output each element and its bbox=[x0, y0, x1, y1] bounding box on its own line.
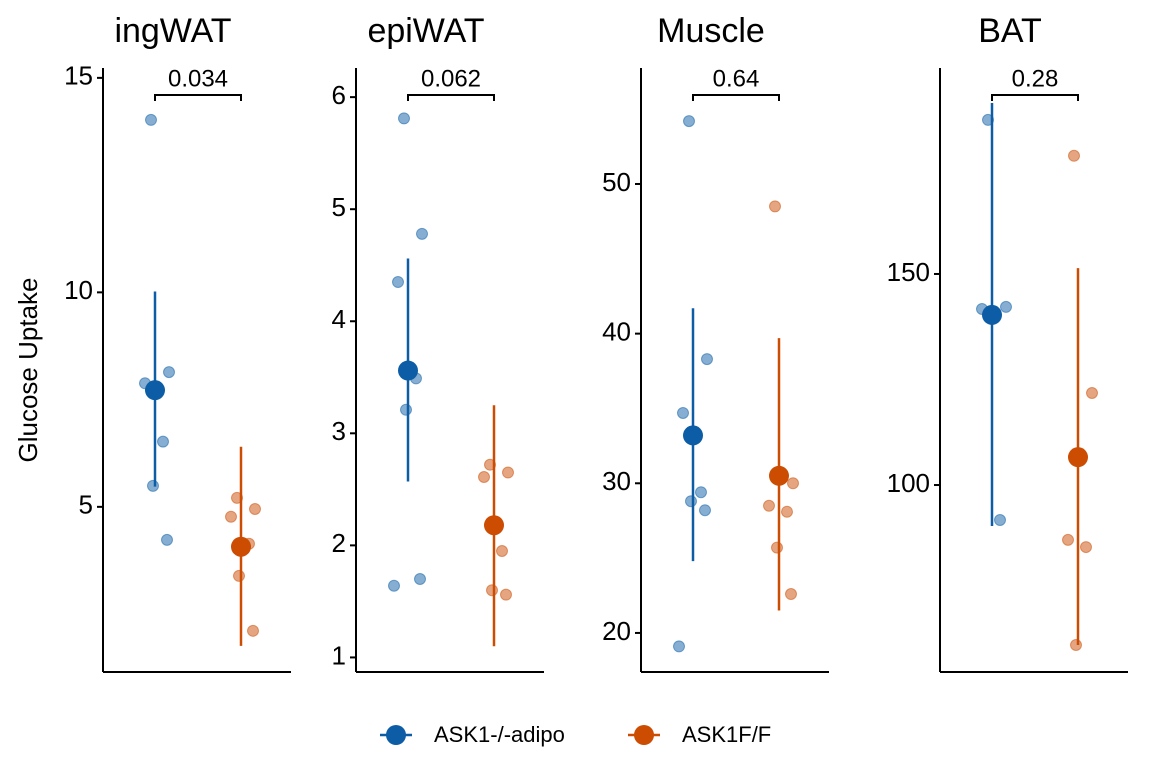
y-tick-label: 100 bbox=[887, 468, 930, 498]
data-point bbox=[247, 624, 259, 637]
data-point bbox=[147, 479, 159, 492]
data-point bbox=[685, 495, 697, 508]
y-tick-label: 150 bbox=[887, 257, 930, 287]
mean-point bbox=[1068, 447, 1088, 468]
data-point bbox=[683, 115, 695, 128]
data-point bbox=[1062, 533, 1074, 546]
data-point bbox=[1080, 541, 1092, 554]
legend-label: ASK1F/F bbox=[682, 722, 771, 747]
data-point bbox=[763, 499, 775, 512]
data-point bbox=[699, 504, 711, 517]
y-tick-label: 10 bbox=[64, 275, 93, 305]
data-point bbox=[695, 486, 707, 499]
data-point bbox=[785, 588, 797, 601]
data-point bbox=[673, 640, 685, 653]
legend-marker bbox=[386, 725, 406, 745]
mean-point bbox=[683, 425, 703, 446]
data-point bbox=[771, 541, 783, 554]
y-tick-label: 50 bbox=[602, 167, 631, 197]
p-value: 0.034 bbox=[168, 65, 228, 92]
data-point bbox=[157, 435, 169, 448]
y-tick-label: 20 bbox=[602, 616, 631, 646]
mean-point bbox=[769, 465, 789, 486]
legend-label: ASK1-/-adipo bbox=[434, 722, 565, 747]
panel-title: BAT bbox=[978, 12, 1042, 50]
data-point bbox=[994, 514, 1006, 527]
data-point bbox=[249, 502, 261, 515]
y-tick-label: 30 bbox=[602, 466, 631, 496]
p-value: 0.64 bbox=[713, 65, 760, 92]
y-tick-label: 5 bbox=[79, 490, 93, 520]
mean-point bbox=[398, 360, 418, 381]
data-point bbox=[1068, 149, 1080, 162]
mean-point bbox=[145, 380, 165, 401]
y-tick-label: 15 bbox=[64, 61, 93, 91]
data-point bbox=[787, 477, 799, 490]
panel-title: Muscle bbox=[657, 12, 765, 50]
p-value: 0.062 bbox=[421, 65, 481, 92]
data-point bbox=[416, 227, 428, 240]
y-tick-label: 4 bbox=[332, 304, 346, 334]
y-tick-label: 40 bbox=[602, 317, 631, 347]
data-point bbox=[414, 572, 426, 585]
panel-title: epiWAT bbox=[367, 12, 484, 50]
data-point bbox=[500, 588, 512, 601]
data-point bbox=[486, 584, 498, 597]
panel-title: ingWAT bbox=[114, 12, 231, 50]
data-point bbox=[145, 113, 157, 126]
data-point bbox=[1086, 387, 1098, 400]
y-tick-label: 3 bbox=[332, 416, 346, 446]
data-point bbox=[781, 505, 793, 518]
mean-point bbox=[484, 515, 504, 536]
data-point bbox=[769, 200, 781, 213]
mean-point bbox=[982, 304, 1002, 325]
significance-bracket bbox=[407, 94, 495, 101]
data-point bbox=[1070, 638, 1082, 651]
data-point bbox=[398, 112, 410, 125]
y-tick-label: 5 bbox=[332, 192, 346, 222]
data-point bbox=[161, 533, 173, 546]
data-point bbox=[478, 471, 490, 484]
mean-point bbox=[231, 536, 251, 557]
data-point bbox=[400, 403, 412, 416]
y-tick-label: 6 bbox=[332, 80, 346, 110]
data-point bbox=[388, 579, 400, 592]
data-point bbox=[496, 544, 508, 557]
data-point bbox=[701, 353, 713, 366]
data-point bbox=[1000, 300, 1012, 313]
data-point bbox=[677, 406, 689, 419]
data-point bbox=[502, 466, 514, 479]
data-point bbox=[233, 569, 245, 582]
significance-bracket bbox=[154, 94, 242, 101]
legend-marker bbox=[634, 725, 654, 745]
data-point bbox=[163, 366, 175, 379]
data-point bbox=[392, 276, 404, 289]
p-value: 0.28 bbox=[1012, 65, 1059, 92]
y-tick-label: 2 bbox=[332, 528, 346, 558]
y-axis-label: Glucose Uptake bbox=[13, 278, 43, 463]
significance-bracket bbox=[692, 94, 780, 101]
significance-bracket bbox=[991, 94, 1079, 101]
data-point bbox=[225, 510, 237, 523]
y-tick-label: 1 bbox=[332, 640, 346, 670]
